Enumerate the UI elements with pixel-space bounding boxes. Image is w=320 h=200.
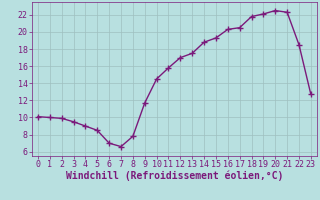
X-axis label: Windchill (Refroidissement éolien,°C): Windchill (Refroidissement éolien,°C) — [66, 171, 283, 181]
